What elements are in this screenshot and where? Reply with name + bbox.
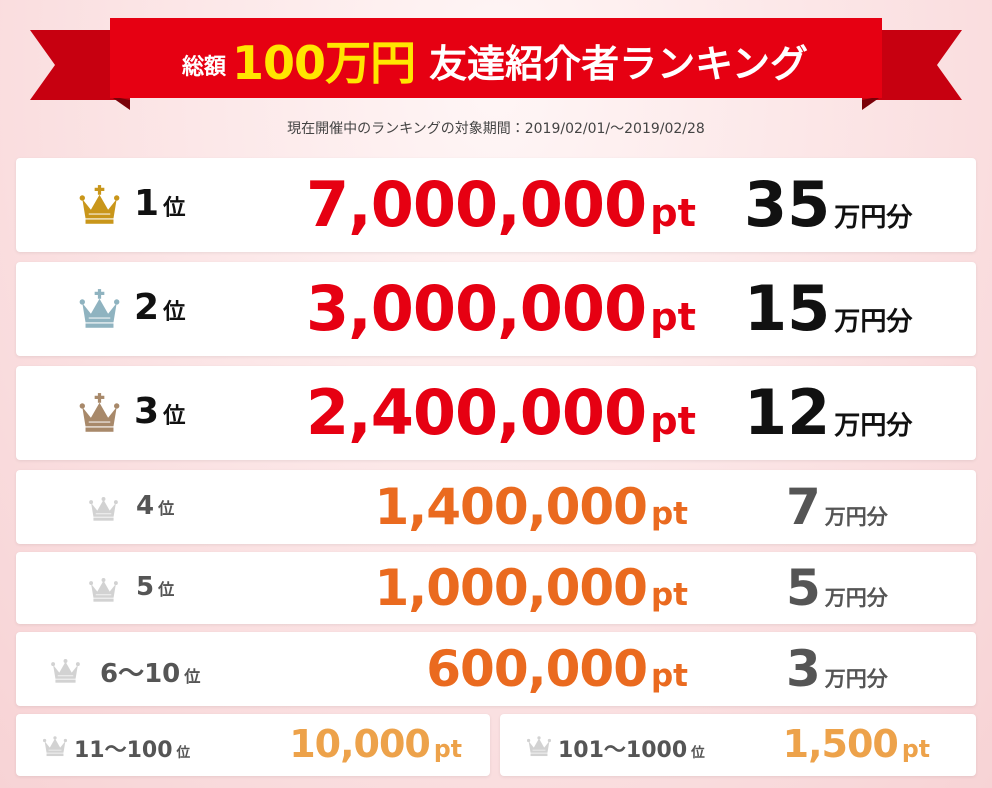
prize: 7 万円分 [786,477,888,537]
rank-number: 5 [136,572,155,603]
rank-suffix: 位 [163,195,186,222]
period: 現在開催中のランキングの対象期間：2019/02/01/～2019/02/28 [287,121,705,137]
rank-suffix: 位 [184,667,201,687]
rank-suffix: 位 [163,403,186,430]
points-value: 2,400,000 [306,375,647,449]
prize-unit: 万円分 [834,202,913,233]
points: 7,000,000 pt [306,168,696,242]
prize-value: 12 [744,375,831,449]
points-unit: pt [650,190,696,236]
prize-unit: 万円分 [824,505,888,529]
points: 2,400,000 pt [306,376,696,450]
rank-suffix: 位 [163,299,186,326]
crown-icon [89,496,118,521]
points-unit: pt [650,398,696,444]
rank: 6～10 位 [100,653,200,690]
rank-number: 2 [134,287,160,329]
points-unit: pt [650,658,688,694]
prize-value: 7 [786,478,821,536]
rank-suffix: 位 [158,580,175,600]
points-value: 1,400,000 [374,478,648,536]
prize-value: 15 [744,271,831,345]
points: 1,000,000 pt [374,558,688,618]
points-value: 3,000,000 [306,271,647,345]
banner-prefix: 総額 [182,55,227,80]
rank-number: 4 [136,491,155,522]
points-value: 600,000 [426,640,648,698]
rank: 101～1000 位 [558,732,705,764]
banner-ribbon [30,18,962,110]
crown-icon [526,736,552,757]
points-unit: pt [650,294,696,340]
prize: 3 万円分 [786,639,888,699]
prize: 15 万円分 [744,272,912,346]
points-unit: pt [650,577,688,613]
crown-icon [51,658,80,683]
points: 1,400,000 pt [374,477,688,537]
rank-number: 3 [134,391,160,433]
crown-icon [89,577,118,602]
points-value: 1,000,000 [374,559,648,617]
rank-row: 6～10 位 600,000 pt 3 万円分 [16,632,976,706]
points-value: 7,000,000 [306,167,647,241]
rank-row: 11～100 位 10,000 pt [16,714,490,776]
crown-icon [79,184,120,224]
rank-row: 1 位 7,000,000 pt 35 万円分 [16,158,976,252]
points-value: 1,500 [782,722,899,767]
rank-row: 5 位 1,000,000 pt 5 万円分 [16,552,976,624]
points: 3,000,000 pt [306,272,696,346]
points-unit: pt [650,496,688,532]
prize-unit: 万円分 [834,410,913,441]
crown-icon [79,392,120,432]
crown-icon [42,736,68,757]
prize: 35 万円分 [744,168,912,242]
prize-value: 35 [744,167,831,241]
prize-unit: 万円分 [824,586,888,610]
points-unit: pt [433,735,462,764]
points-unit: pt [901,735,930,764]
prize-value: 5 [786,559,821,617]
rank-number: 101～1000 [558,737,688,763]
prize-unit: 万円分 [824,667,888,691]
banner: 総額 100万円 友達紹介者ランキング [110,22,880,98]
crown-icon [79,288,120,328]
rank-suffix: 位 [176,744,191,761]
rank-row: 3 位 2,400,000 pt 12 万円分 [16,366,976,460]
prize-value: 3 [786,640,821,698]
points: 10,000 pt [289,722,462,768]
rank-row: 2 位 3,000,000 pt 15 万円分 [16,262,976,356]
points: 600,000 pt [426,639,688,699]
rank-number: 1 [134,183,160,225]
rank-row: 101～1000 位 1,500 pt [500,714,976,776]
prize: 5 万円分 [786,558,888,618]
banner-amount: 100万円 [232,36,416,90]
rank-suffix: 位 [691,744,705,761]
rank-suffix: 位 [158,499,175,519]
rank-number: 6～10 [100,659,181,690]
points: 1,500 pt [783,722,930,768]
rank-number: 11～100 [74,737,173,763]
points-value: 10,000 [289,722,431,767]
prize-unit: 万円分 [834,306,913,337]
prize: 12 万円分 [744,376,912,450]
rank-row: 4 位 1,400,000 pt 7 万円分 [16,470,976,544]
banner-title: 友達紹介者ランキング [429,40,808,86]
rank: 11～100 位 [74,732,190,764]
